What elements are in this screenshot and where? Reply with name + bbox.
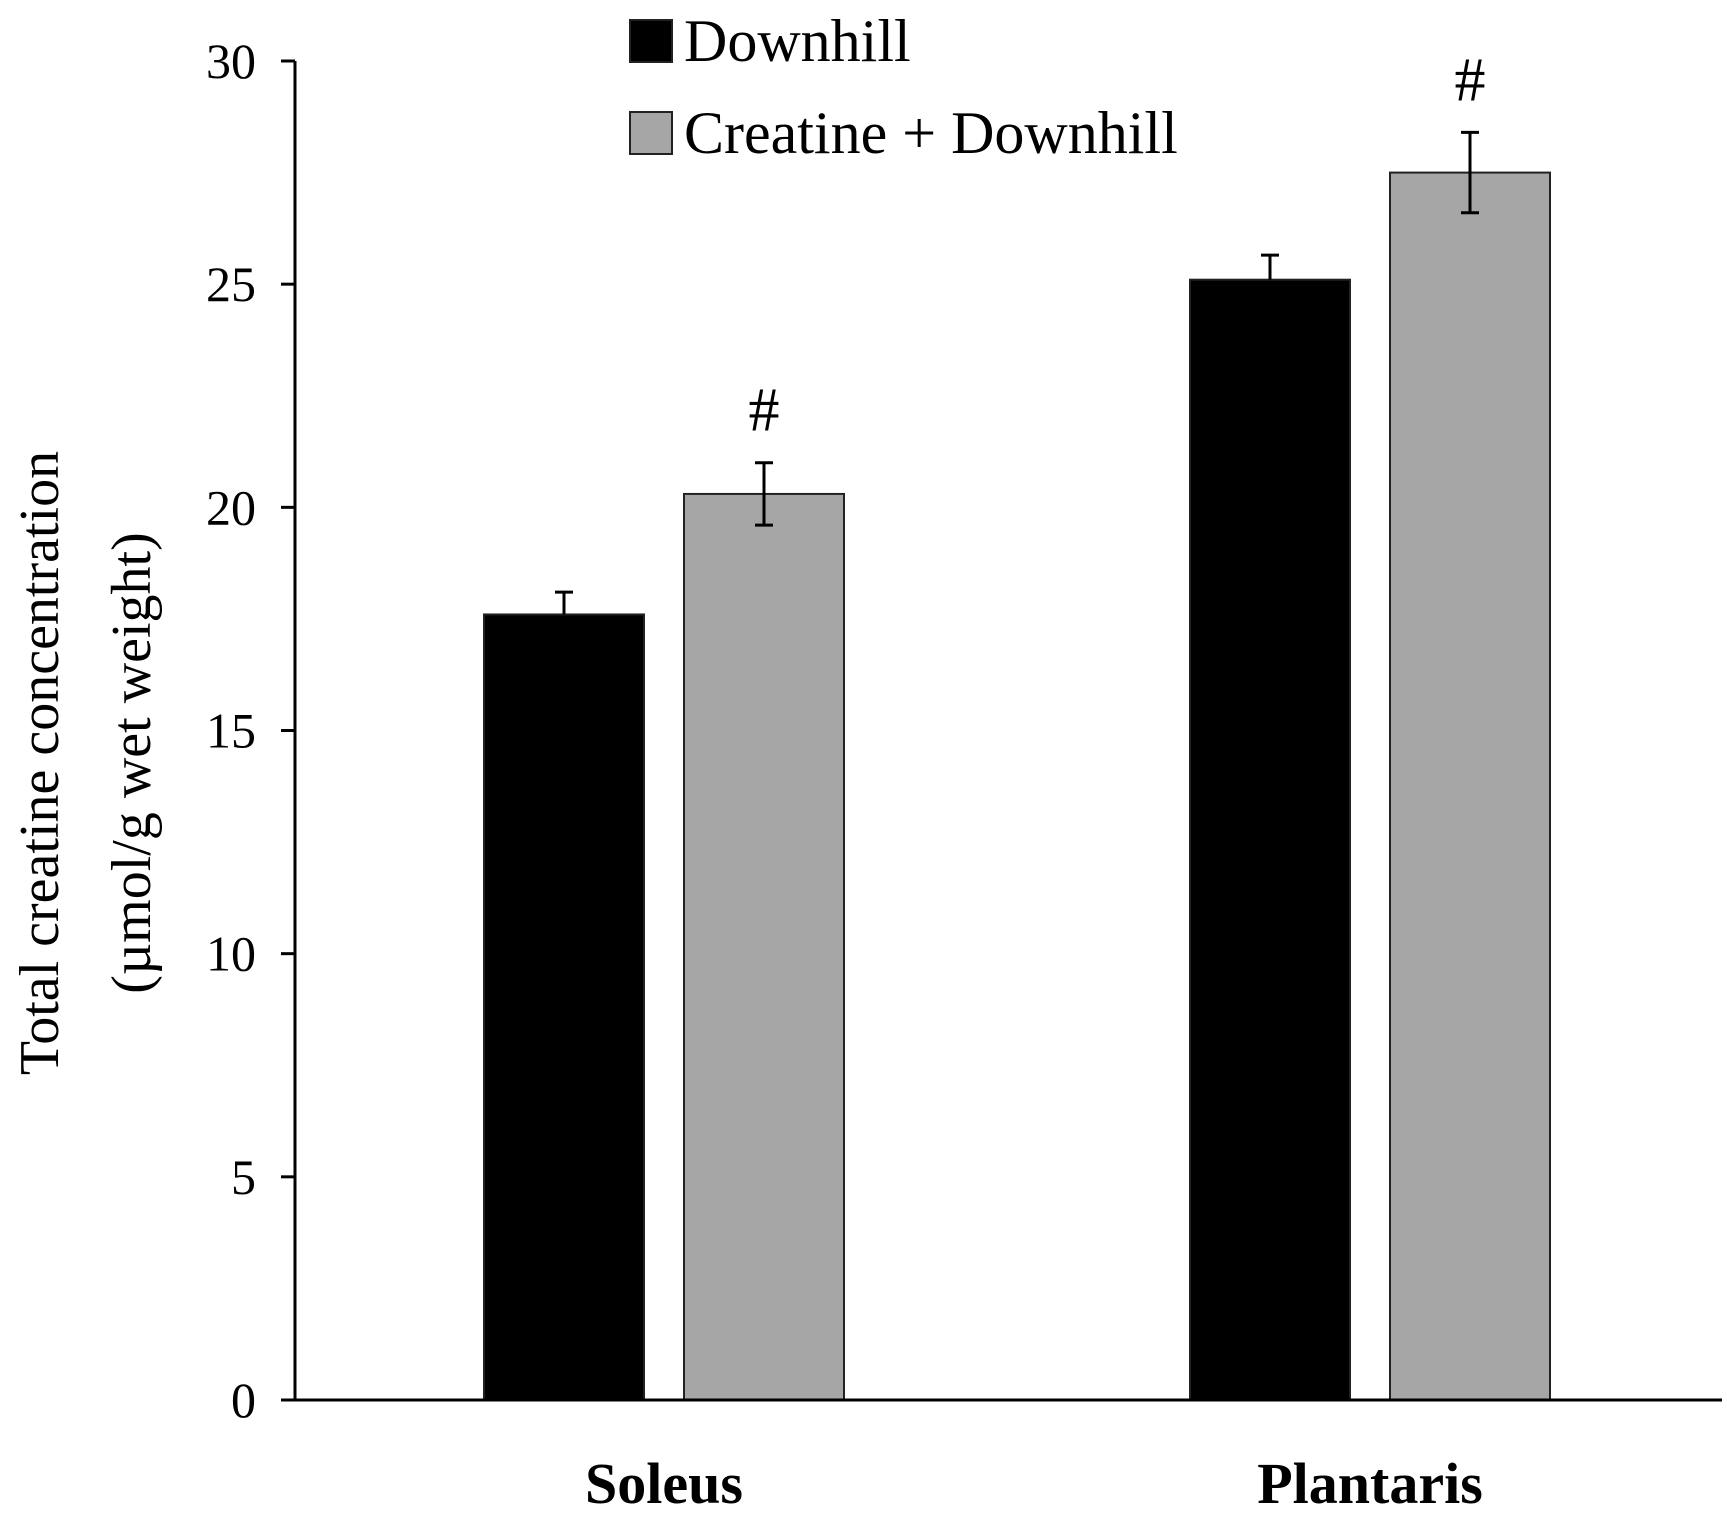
annotations: ## bbox=[749, 46, 1486, 444]
significance-marker: # bbox=[1455, 46, 1486, 114]
y-tick-label: 15 bbox=[206, 703, 256, 759]
x-category-label: Soleus bbox=[585, 1451, 743, 1516]
axes bbox=[293, 61, 1722, 1402]
y-tick-label: 5 bbox=[231, 1149, 256, 1205]
y-tick-label: 0 bbox=[231, 1372, 256, 1428]
y-axis-title-line1: Total creatine concentration bbox=[9, 451, 71, 1075]
legend-swatch bbox=[629, 19, 673, 63]
error-bars bbox=[555, 130, 1479, 615]
bars bbox=[483, 171, 1551, 1401]
bar bbox=[483, 613, 645, 1401]
bar bbox=[1389, 171, 1551, 1401]
legend-label: Downhill bbox=[684, 8, 911, 74]
y-axis-ticks: 0 5 10 15 20 25 30 bbox=[206, 33, 295, 1428]
legend-label: Creatine + Downhill bbox=[684, 100, 1178, 166]
x-category-label: Plantaris bbox=[1257, 1451, 1483, 1516]
y-tick-label: 30 bbox=[206, 33, 256, 89]
y-axis-title: Total creatine concentration (µmol/g wet… bbox=[9, 451, 163, 1075]
bar bbox=[1189, 278, 1351, 1401]
category-labels: Soleus Plantaris bbox=[585, 1451, 1483, 1516]
legend: Downhill Creatine + Downhill bbox=[629, 8, 1178, 166]
y-tick-label: 10 bbox=[206, 926, 256, 982]
y-tick-label: 20 bbox=[206, 479, 256, 535]
significance-marker: # bbox=[749, 377, 780, 445]
bar bbox=[683, 492, 845, 1401]
legend-swatch bbox=[629, 111, 673, 155]
y-tick-label: 25 bbox=[206, 256, 256, 312]
y-axis-title-line2: (µmol/g wet weight) bbox=[101, 532, 163, 994]
